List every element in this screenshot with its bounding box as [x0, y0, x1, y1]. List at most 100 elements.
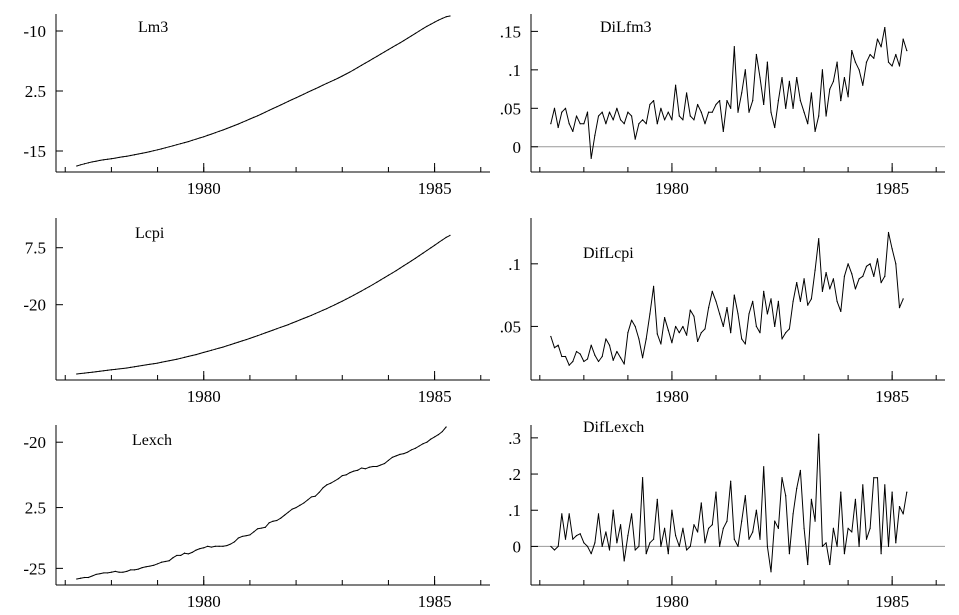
data-point [630, 115, 633, 117]
data-point [730, 332, 732, 334]
data-point [748, 111, 750, 113]
data-point [80, 372, 82, 375]
data-point [730, 480, 732, 482]
data-point [280, 104, 282, 106]
data-point [564, 355, 567, 358]
data-point [268, 330, 270, 333]
data-point [847, 263, 849, 265]
panel-6: 1980 1985 0 .1 .2 .3 DifLexch [508, 419, 945, 611]
data-point [114, 570, 116, 573]
data-point [873, 275, 875, 277]
data-point [106, 369, 109, 371]
data-point [322, 487, 324, 489]
data-point [145, 566, 147, 568]
data-point [814, 269, 816, 271]
data-point [803, 111, 805, 113]
data-point [638, 338, 640, 340]
data-point [675, 325, 677, 328]
data-point [383, 462, 386, 465]
data-point [810, 498, 813, 500]
data-point [744, 495, 746, 497]
data-point [821, 545, 824, 548]
data-point [862, 84, 864, 86]
data-point [887, 545, 890, 548]
data-point [601, 355, 603, 358]
data-point [777, 300, 779, 302]
data-point [645, 123, 647, 125]
data-point [601, 111, 603, 113]
data-point [326, 484, 328, 486]
data-point [287, 323, 289, 326]
data-point [605, 338, 607, 340]
data-point [260, 113, 263, 115]
y-tick-label: -20 [23, 433, 46, 452]
data-point [291, 508, 293, 510]
data-point [708, 527, 710, 529]
x-tick-label: 1985 [875, 387, 909, 406]
data-point [697, 103, 699, 106]
data-point [652, 538, 655, 540]
data-point [825, 271, 827, 274]
data-point [95, 160, 97, 162]
data-point [222, 346, 224, 348]
y-tick-label: -25 [23, 559, 46, 578]
data-point [422, 252, 424, 254]
data-point [133, 366, 136, 368]
data-point [391, 272, 393, 274]
data-point [314, 313, 316, 315]
data-point [191, 551, 193, 554]
data-point [770, 571, 772, 573]
data-point [380, 53, 382, 55]
data-point [656, 498, 658, 500]
data-point [299, 504, 301, 506]
data-point [708, 307, 710, 309]
data-point [330, 482, 332, 484]
data-point [130, 154, 132, 157]
data-point [187, 140, 189, 143]
data-point [283, 102, 286, 104]
y-tick-label: .05 [500, 99, 521, 118]
data-point [433, 21, 436, 23]
data-point [303, 317, 305, 320]
data-point [180, 357, 182, 359]
data-point [307, 316, 309, 318]
data-point [449, 15, 451, 17]
data-point [836, 300, 838, 302]
data-point [206, 134, 209, 136]
data-point [310, 496, 313, 498]
data-point [137, 568, 139, 570]
data-point [283, 514, 286, 516]
data-point [656, 333, 658, 335]
data-point [337, 77, 340, 79]
data-point [118, 368, 120, 370]
data-point [130, 366, 132, 368]
data-point [634, 138, 636, 140]
data-point [430, 438, 432, 440]
data-point [333, 79, 336, 81]
data-point [141, 364, 143, 367]
data-point [561, 111, 563, 113]
data-point [414, 32, 416, 35]
data-point [645, 553, 647, 555]
data-point [83, 372, 86, 374]
data-point [418, 30, 420, 32]
data-point [869, 53, 871, 56]
data-point [663, 317, 666, 319]
data-point [387, 459, 390, 462]
data-point [241, 535, 243, 538]
data-point [83, 163, 86, 165]
data-point [130, 569, 132, 571]
data-point [133, 569, 136, 571]
data-point [183, 552, 186, 554]
data-point [118, 156, 120, 159]
data-point [568, 364, 570, 366]
data-point [218, 347, 220, 349]
data-point [407, 451, 409, 453]
data-point [663, 119, 666, 121]
data-point [722, 527, 724, 529]
data-point [649, 313, 651, 315]
data-point [110, 571, 113, 573]
data-point [156, 362, 159, 364]
data-point [858, 69, 860, 71]
data-point [623, 560, 625, 562]
